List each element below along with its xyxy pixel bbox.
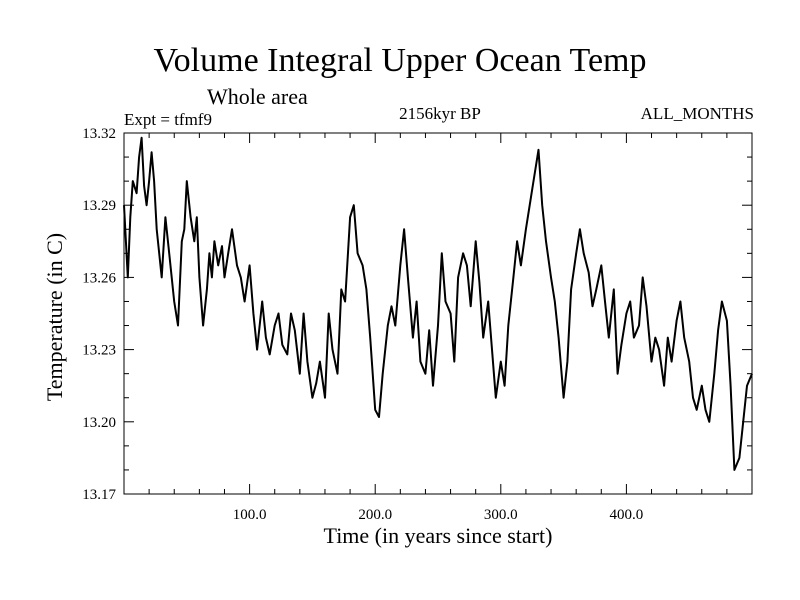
chart-title: Volume Integral Upper Ocean Temp [153,42,647,79]
y-tick-label: 13.20 [82,415,116,431]
x-tick-label: 200.0 [358,507,392,523]
y-tick-label: 13.23 [82,343,116,359]
y-tick-label: 13.26 [82,270,116,286]
temperature-series-line [123,136,753,471]
axis-ticks [123,132,753,495]
chart-subtitle: Whole area [207,84,308,109]
y-tick-label: 13.17 [82,487,116,503]
y-axis-label: Temperature (in C) [42,232,67,402]
y-tick-label: 13.29 [82,198,116,214]
x-tick-label: 400.0 [610,507,644,523]
months-label: ALL_MONTHS [640,104,754,123]
x-axis-label: Time (in years since start) [323,523,553,548]
y-tick-label: 13.32 [82,126,116,142]
x-tick-label: 300.0 [484,507,518,523]
axis-tick-labels: 100.0 200.0 300.0 400.0 13.17 13.20 13.23 13.26… [82,126,643,523]
experiment-label: Expt = tfmf9 [124,110,212,129]
x-tick-label: 100.0 [233,507,267,523]
epoch-label: 2156kyr BP [399,104,481,123]
plot-frame [123,132,753,495]
